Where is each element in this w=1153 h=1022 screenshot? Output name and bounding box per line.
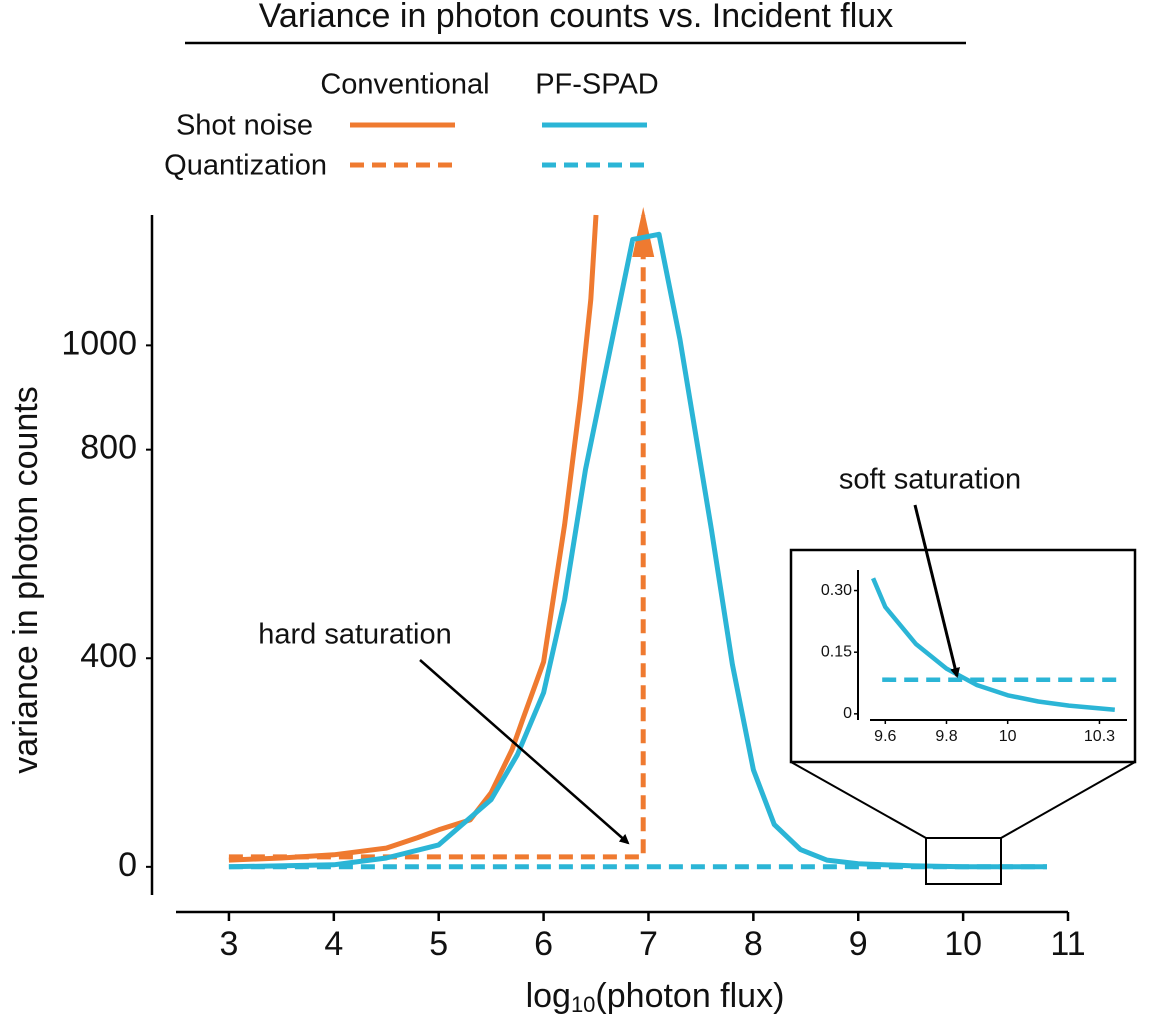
inset-y-tick-label: 0.30	[821, 582, 852, 599]
legend-row: Quantization	[164, 150, 327, 182]
annotation-arrow	[419, 659, 630, 845]
x-axis-label: log10(photon flux)	[526, 977, 785, 1017]
zoom-connector	[790, 761, 927, 839]
legend-column: PF-SPAD	[535, 69, 659, 101]
x-tick-label: 4	[324, 925, 343, 963]
x-tick-label: 6	[534, 925, 553, 963]
y-tick-label: 0	[118, 846, 137, 884]
y-tick-label: 1000	[61, 324, 137, 362]
inset-series-line	[871, 577, 1116, 712]
series-line	[228, 214, 599, 863]
inset-x-tick-label: 9.8	[935, 728, 957, 745]
x-tick-label: 5	[429, 925, 448, 963]
y-tick-label: 400	[80, 637, 137, 675]
inset-y-tick-label: 0.15	[821, 643, 852, 660]
y-axis-label: variance in photon counts	[7, 386, 45, 773]
x-label-rest: (photon flux)	[595, 977, 784, 1015]
inset-frame	[789, 548, 1137, 764]
x-label-subscript: 10	[571, 992, 595, 1017]
legend-lines	[350, 122, 647, 168]
plot: 3 4 5 6 7 8 9 10 11 0 400 800 1000	[61, 207, 1086, 963]
zoom-connector	[1000, 761, 1136, 839]
x-tick-label: 11	[1050, 925, 1085, 963]
annotation-arrow	[913, 504, 960, 678]
series-line	[228, 215, 646, 860]
x-tick-label: 7	[639, 925, 658, 963]
series-line	[228, 231, 1047, 870]
inset-x-tick-label: 10.3	[1084, 728, 1115, 745]
x-tick-label: 9	[849, 925, 868, 963]
x-tick-label: 3	[219, 925, 238, 963]
zoom-box	[925, 837, 1002, 885]
inset-y-tick-label: 0	[843, 705, 852, 722]
arrow-head	[632, 207, 655, 257]
inset-plot: 9.6 9.8 10 10.3 0.30 0.15 0	[821, 577, 1118, 745]
legend-row: Shot noise	[176, 110, 313, 142]
x-tick-label: 10	[944, 925, 982, 963]
chart-title: Variance in photon counts vs. Incident f…	[259, 0, 893, 35]
inset-x-tick-label: 9.6	[874, 728, 896, 745]
x-tick-label: 8	[744, 925, 763, 963]
y-tick-label: 800	[80, 429, 137, 467]
legend-column: Conventional	[320, 69, 489, 101]
annotation: soft saturation	[839, 464, 1021, 496]
inset-x-tick-label: 10	[999, 728, 1017, 745]
x-label-base: log	[526, 977, 571, 1015]
annotation: hard saturation	[258, 619, 451, 651]
